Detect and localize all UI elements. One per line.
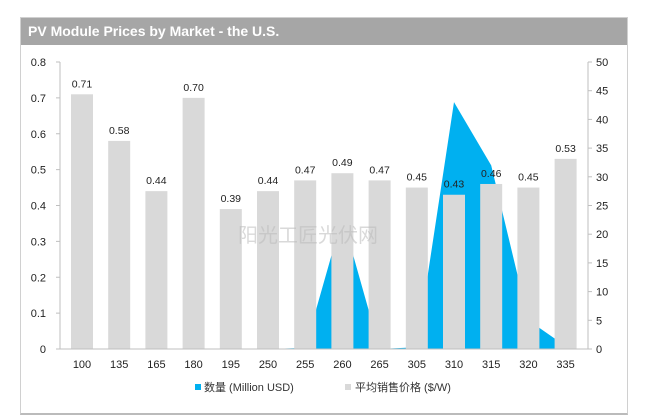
legend-label-price: 平均销售价格 ($/W) (355, 380, 451, 394)
price-bar (443, 194, 465, 349)
right-tick-label: 10 (596, 287, 608, 299)
price-bar (480, 183, 503, 349)
right-tick-label: 35 (596, 143, 608, 155)
x-tick-label: 265 (370, 359, 388, 371)
legend-swatch-price (345, 384, 351, 390)
price-bar (405, 187, 428, 349)
legend-label-quantity: 数量 (Million USD) (204, 381, 294, 394)
x-tick-label: 335 (556, 359, 574, 371)
price-bar (331, 173, 354, 349)
x-tick-label: 315 (482, 359, 500, 371)
right-tick-label: 45 (596, 86, 608, 98)
left-tick-label: 0.6 (31, 129, 46, 141)
x-tick-label: 100 (73, 359, 91, 371)
x-tick-label: 195 (222, 359, 240, 371)
price-bar (554, 158, 577, 349)
x-tick-label: 310 (445, 359, 463, 371)
price-data-label: 0.71 (72, 78, 93, 90)
price-data-label: 0.47 (295, 164, 316, 176)
price-bar (257, 191, 279, 349)
price-bar (294, 180, 317, 349)
left-tick-label: 0.3 (31, 236, 46, 248)
price-bar (145, 191, 168, 349)
price-bar (182, 97, 205, 349)
price-data-label: 0.45 (518, 172, 539, 184)
right-tick-label: 5 (596, 315, 602, 327)
left-tick-label: 0.7 (31, 93, 46, 105)
right-tick-label: 0 (596, 344, 602, 356)
left-tick-label: 0.1 (31, 308, 46, 320)
price-bar (368, 180, 391, 349)
x-tick-label: 305 (408, 359, 426, 371)
right-tick-label: 30 (596, 172, 608, 184)
price-data-label: 0.70 (183, 82, 204, 94)
x-tick-label: 260 (333, 359, 351, 371)
left-tick-label: 0.8 (31, 57, 46, 69)
price-bar (219, 209, 242, 349)
price-bar (517, 187, 540, 349)
price-bar (71, 94, 93, 349)
left-tick-label: 0.4 (31, 201, 46, 213)
x-tick-label: 135 (110, 359, 128, 371)
left-tick-label: 0.2 (31, 272, 46, 284)
right-tick-label: 40 (596, 114, 608, 126)
left-tick-label: 0 (40, 344, 46, 356)
price-bar (108, 140, 131, 349)
chart-title: PV Module Prices by Market - the U.S. (21, 18, 627, 45)
x-tick-label: 165 (147, 359, 165, 371)
price-data-label: 0.45 (407, 172, 428, 184)
price-data-label: 0.44 (258, 175, 279, 187)
price-data-label: 0.43 (444, 179, 465, 191)
right-tick-label: 25 (596, 201, 608, 213)
price-data-label: 0.39 (221, 193, 242, 205)
right-tick-label: 15 (596, 258, 608, 270)
price-data-label: 0.53 (555, 143, 576, 155)
price-data-label: 0.49 (332, 157, 353, 169)
price-data-label: 0.58 (109, 125, 130, 137)
price-data-label: 0.46 (481, 168, 502, 180)
left-tick-label: 0.5 (31, 165, 46, 177)
x-tick-label: 250 (259, 359, 277, 371)
right-tick-label: 20 (596, 229, 608, 241)
legend-swatch-quantity (195, 384, 201, 390)
watermark-text: 阳光工匠光伏网 (238, 224, 378, 247)
x-tick-label: 320 (519, 359, 537, 371)
right-tick-label: 50 (596, 57, 608, 69)
x-tick-label: 255 (296, 359, 314, 371)
x-tick-label: 180 (184, 359, 202, 371)
price-data-label: 0.47 (369, 164, 390, 176)
price-data-label: 0.44 (146, 175, 167, 187)
